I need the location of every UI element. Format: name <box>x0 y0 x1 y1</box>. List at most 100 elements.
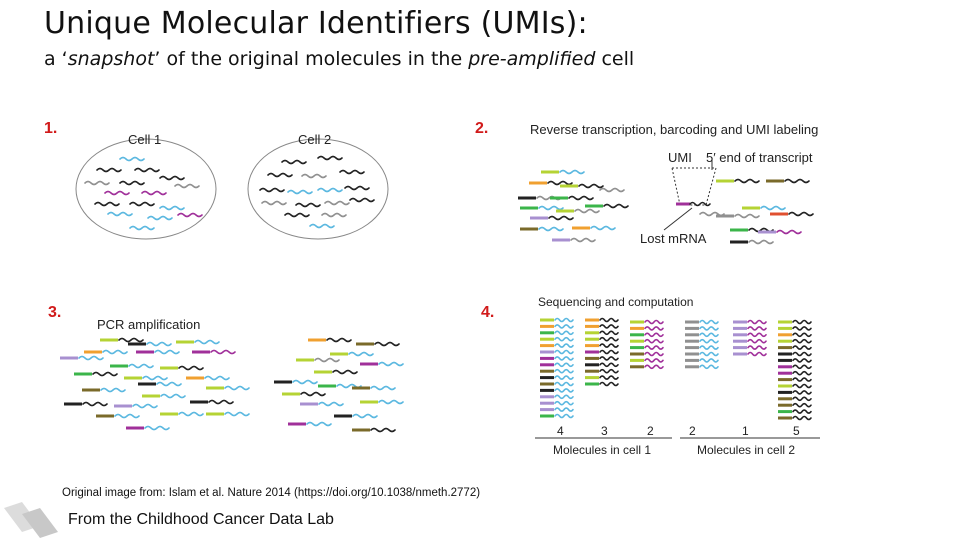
mrna-molecule-cell1 <box>96 167 122 173</box>
mrna-molecule-cell2 <box>259 187 285 193</box>
read-cell2-col3 <box>792 390 812 395</box>
read-cell1-col2 <box>599 381 619 387</box>
lost-mrna-molecule <box>699 211 725 217</box>
panel-3-number: 3. <box>48 304 62 321</box>
mrna-molecule-cell1 <box>147 215 173 221</box>
read-cell1-col1 <box>554 375 574 380</box>
mrna-molecule-cell2 <box>267 172 293 178</box>
amplified-molecule <box>210 349 236 355</box>
mrna-molecule-cell1 <box>104 190 130 196</box>
read-cell1-col2 <box>599 324 619 329</box>
amplified-molecule <box>370 385 396 391</box>
labeled-molecule <box>568 195 594 201</box>
read-cell2-col3 <box>792 364 812 370</box>
amplified-molecule <box>348 351 374 357</box>
read-cell1-col1 <box>554 317 574 323</box>
lost-mrna-pointer <box>663 207 693 231</box>
read-cell2-col3 <box>792 377 812 382</box>
amplified-molecule <box>194 339 220 345</box>
read-cell1-col1 <box>554 381 574 387</box>
lost-mrna-label: Lost mRNA <box>640 231 707 246</box>
mrna-molecule-cell1 <box>84 180 110 186</box>
count-cell1-c: 2 <box>647 424 654 438</box>
panel-4-number: 4. <box>481 304 495 321</box>
amplified-molecule <box>370 427 396 433</box>
amplified-molecule <box>156 381 182 387</box>
amplified-molecule <box>128 363 154 369</box>
zoomed-transcript <box>689 201 711 207</box>
read-cell1-col3 <box>644 351 664 357</box>
read-cell1-col1 <box>554 388 574 393</box>
read-cell2-col3 <box>792 358 812 363</box>
labeled-molecule <box>748 239 774 245</box>
read-cell2-col2 <box>747 326 767 331</box>
mrna-molecule-cell1 <box>119 180 145 186</box>
mrna-molecule-cell1 <box>141 190 167 196</box>
read-cell1-col1 <box>554 400 574 406</box>
mrna-molecule-cell2 <box>261 200 287 206</box>
mrna-molecule-cell1 <box>174 183 200 189</box>
amplified-molecule <box>118 337 144 343</box>
mrna-molecule-cell1 <box>129 225 155 231</box>
amplified-molecule <box>92 371 118 377</box>
read-cell1-col2 <box>599 356 619 361</box>
umi-label: UMI <box>668 150 692 165</box>
amplified-molecule <box>102 349 128 355</box>
read-cell2-col1 <box>699 319 719 325</box>
mrna-molecule-cell1 <box>159 175 185 181</box>
read-cell2-col2 <box>747 345 767 350</box>
read-cell2-col2 <box>747 332 767 338</box>
amplified-molecule <box>318 401 344 407</box>
read-cell2-col2 <box>747 351 767 357</box>
labeled-molecule <box>547 180 573 186</box>
labeled-molecule <box>776 229 802 235</box>
read-cell2-col3 <box>792 415 812 421</box>
mrna-molecule-cell1 <box>134 167 160 173</box>
mrna-molecule-cell2 <box>287 189 313 195</box>
amplified-molecule <box>154 349 180 355</box>
labeled-molecule <box>570 237 596 243</box>
mrna-molecule-cell2 <box>344 185 370 191</box>
amplified-molecule <box>352 413 378 419</box>
labeled-molecule <box>538 226 564 232</box>
amplified-molecule <box>224 385 250 391</box>
read-cell1-col3 <box>644 364 664 370</box>
labeled-molecule <box>760 205 786 211</box>
amplified-molecule <box>146 341 172 347</box>
amplified-molecule <box>132 403 158 409</box>
read-cell1-col2 <box>599 317 619 323</box>
amplified-molecule <box>378 399 404 405</box>
labeled-molecule <box>538 205 564 211</box>
labeled-molecule <box>734 178 760 184</box>
five-prime-end-label: 5′ end of transcript <box>706 150 813 165</box>
amplified-molecule <box>314 357 340 363</box>
mrna-molecule-cell2 <box>321 212 347 218</box>
read-cell2-col3 <box>792 409 812 414</box>
mrna-molecule-cell2 <box>317 187 343 193</box>
labeled-molecule <box>559 169 585 175</box>
read-cell2-col1 <box>699 332 719 338</box>
amplified-molecule <box>78 355 104 361</box>
amplified-molecule <box>204 375 230 381</box>
mrna-molecule-cell1 <box>177 212 203 218</box>
amplified-molecule <box>82 401 108 407</box>
mrna-molecule-cell1 <box>129 201 155 207</box>
read-cell1-col1 <box>554 349 574 355</box>
labeled-molecule <box>578 183 604 189</box>
mrna-molecule-cell1 <box>94 201 120 207</box>
mrna-molecule-cell2 <box>295 202 321 208</box>
citation: Original image from: Islam et al. Nature… <box>62 487 481 499</box>
labeled-molecule <box>734 213 760 219</box>
labeled-molecule <box>548 215 574 221</box>
panel-3-heading: PCR amplification <box>97 317 201 332</box>
mrna-molecule-cell2 <box>284 212 310 218</box>
amplified-molecule <box>306 421 332 427</box>
mrna-molecule-cell2 <box>301 173 327 179</box>
read-cell1-col1 <box>554 368 574 374</box>
read-cell2-col1 <box>699 345 719 350</box>
read-cell1-col1 <box>554 336 574 342</box>
panel-2-heading: Reverse transcription, barcoding and UMI… <box>530 122 819 137</box>
mrna-molecule-cell2 <box>324 200 350 206</box>
read-cell1-col2 <box>599 349 619 355</box>
read-cell1-col2 <box>599 330 619 336</box>
